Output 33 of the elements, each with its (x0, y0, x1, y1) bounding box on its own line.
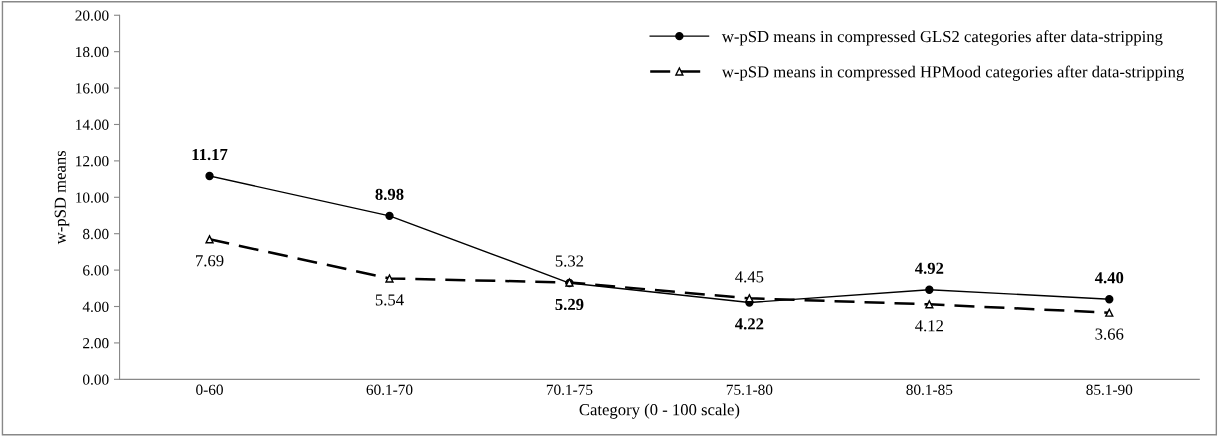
data-label: 5.54 (375, 294, 404, 306)
data-label: 7.69 (196, 255, 224, 267)
legend-label: w-pSD means in compressed HPMood categories after data-stripping (721, 65, 1184, 81)
data-label: 4.12 (915, 320, 943, 332)
data-label: 4.92 (914, 262, 944, 274)
x-tick-label: 85.1-90 (1086, 384, 1133, 395)
y-tick-label: 6.00 (83, 265, 109, 276)
y-tick-label: 14.00 (76, 119, 109, 130)
data-label: 8.98 (375, 188, 404, 201)
data-label: 5.29 (555, 298, 584, 311)
data-label: 5.32 (555, 255, 584, 267)
y-tick-label: 20.00 (75, 10, 109, 21)
y-tick-label: 16.00 (76, 83, 109, 94)
x-axis-title: Category (0 - 100 scale) (579, 403, 740, 419)
x-tick-label: 80.1-85 (906, 384, 953, 395)
y-tick-label: 10.00 (76, 192, 109, 203)
data-label: 4.22 (735, 318, 764, 330)
y-tick-label: 4.00 (82, 301, 109, 313)
x-tick-label: 75.1-80 (726, 384, 773, 395)
y-tick-label: 0.00 (82, 374, 109, 385)
legend-label: w-pSD means in compressed GLS2 categories after data-stripping (721, 30, 1163, 46)
y-axis-title: w-pSD means (54, 150, 70, 245)
data-label: 4.45 (735, 271, 764, 283)
y-tick-label: 8.00 (82, 228, 109, 240)
data-label: 11.17 (192, 148, 228, 161)
x-tick-label: 70.1-75 (546, 384, 593, 395)
data-label: 3.66 (1095, 328, 1124, 340)
y-tick-label: 12.00 (76, 156, 109, 167)
x-tick-label: 0-60 (196, 384, 223, 395)
y-tick-label: 18.00 (76, 46, 109, 58)
data-label: 4.40 (1094, 272, 1124, 284)
x-tick-label: 60.1-70 (366, 384, 413, 395)
y-tick-label: 2.00 (83, 338, 109, 349)
